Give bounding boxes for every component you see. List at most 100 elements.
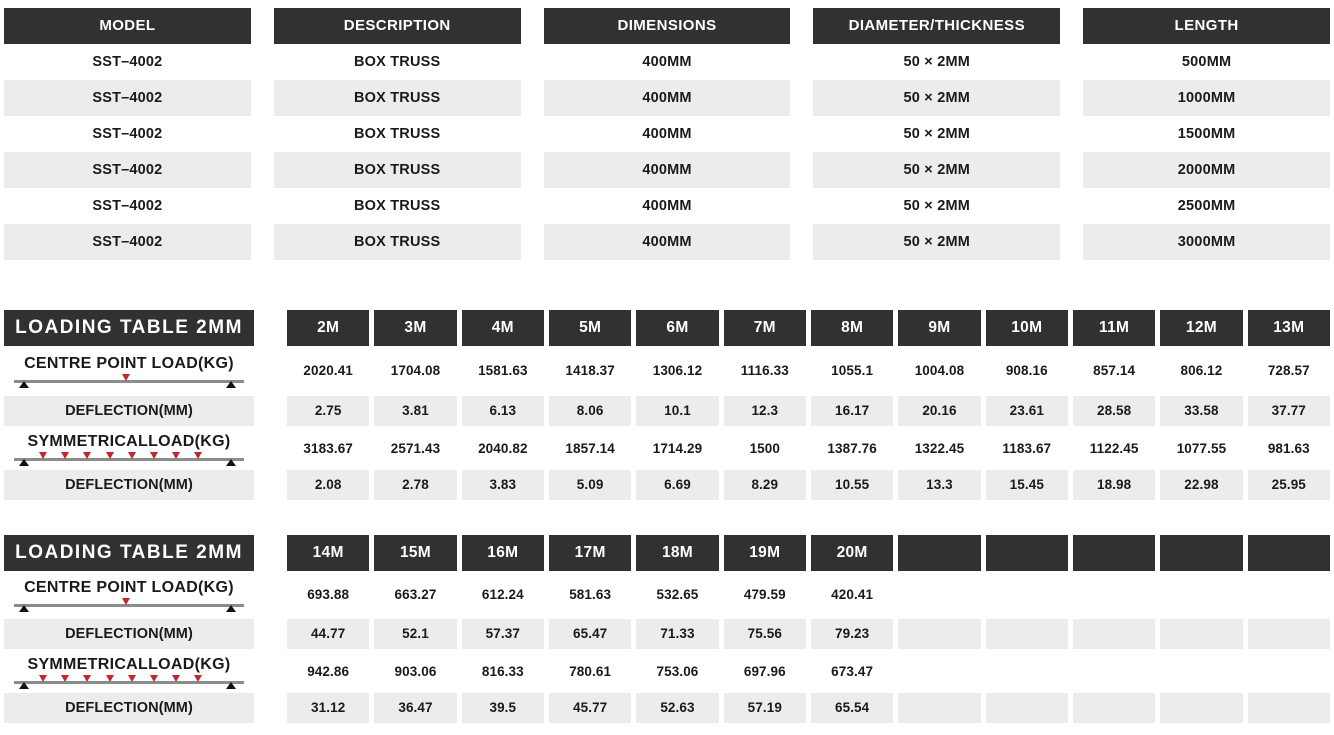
value-cell (1247, 693, 1330, 723)
value-cell: 65.47 (548, 619, 632, 649)
value-cell (1248, 571, 1330, 617)
value-cell (1247, 619, 1330, 649)
load-arrow-icon (83, 451, 92, 459)
value-cell: 22.98 (1160, 470, 1243, 500)
loading-table-2: LOADING TABLE 2MM 14M 15M 16M 17M 18M 19M 20M CE… (4, 535, 1330, 725)
load-arrow-icon (149, 674, 158, 682)
value-cell: 532.65 (656, 586, 699, 602)
spec-cell: 400MM (543, 224, 791, 260)
value-cell: 1306.12 (652, 362, 703, 378)
span-header-cell: 17M (548, 535, 632, 571)
value-cell: 780.61 (569, 663, 612, 679)
value-cell (898, 571, 980, 617)
spec-column-header: MODEL (4, 8, 251, 44)
span-header-cell: 4M (461, 310, 544, 346)
row-label: SYMMETRICALLOAD(KG) (27, 655, 231, 673)
row-values: 3183.67 2571.43 2040.82 1857.14 1714.29 1500 1… (287, 428, 1330, 468)
value-cell: 1857.14 (565, 440, 615, 456)
load-arrow-icon (83, 674, 92, 682)
centre-point-load-diagram (14, 597, 244, 612)
value-cell: 3183.67 (303, 440, 353, 456)
support-icon (18, 681, 29, 689)
value-cell: 1077.55 (1176, 440, 1227, 456)
value-cell: 1055.1 (831, 362, 874, 378)
load-arrow-icon (193, 451, 202, 459)
value-cell: 1183.67 (1002, 440, 1052, 456)
support-icon (18, 380, 29, 388)
value-cell: 79.23 (810, 619, 894, 649)
span-header-cell: 14M (287, 535, 370, 571)
load-arrow-icon (122, 597, 131, 605)
value-cell: 25.95 (1247, 470, 1330, 500)
value-cell: 981.63 (1267, 440, 1310, 456)
value-cell: 8.29 (723, 470, 806, 500)
row-label: DEFLECTION(MM) (65, 700, 193, 716)
value-cell: 52.1 (374, 619, 457, 649)
value-cell (1160, 693, 1243, 723)
spec-column-header: DIAMETER/THICKNESS (813, 8, 1061, 44)
value-cell: 1387.76 (827, 440, 877, 456)
spec-cell: 400MM (642, 198, 692, 214)
span-header-cell (1072, 535, 1156, 571)
row-label: DEFLECTION(MM) (65, 477, 193, 493)
support-icon (225, 681, 236, 689)
row-label: DEFLECTION(MM) (65, 626, 193, 642)
load-arrow-icon (39, 674, 48, 682)
value-cell: 2020.41 (303, 362, 353, 378)
value-cell: 1322.45 (914, 440, 965, 456)
load-arrow-icon (39, 451, 48, 459)
spec-cell: 400MM (543, 80, 791, 116)
spec-cell: 400MM (642, 126, 692, 142)
value-cell: 2.78 (374, 470, 457, 500)
support-icon (18, 458, 29, 466)
row-label: SYMMETRICALLOAD(KG) (27, 432, 231, 450)
value-cell: 57.37 (461, 619, 544, 649)
load-arrow-icon (193, 674, 202, 682)
value-cell: 908.16 (1005, 362, 1048, 378)
span-header-cell: 9M (898, 310, 981, 346)
load-arrow-icon (61, 674, 70, 682)
symmetrical-load-diagram (14, 451, 244, 466)
value-cell: 697.96 (743, 663, 786, 679)
span-header-cell: 12M (1160, 310, 1243, 346)
value-cell (985, 619, 1068, 649)
beam-line (14, 680, 244, 684)
row-values: 693.88 663.27 612.24 581.63 532.65 479.59 420.… (287, 571, 1330, 617)
value-cell: 728.57 (1267, 362, 1310, 378)
loading-table-row: DEFLECTION(MM) 2.75 3.81 6.13 8.06 10.1 12.3 16… (4, 396, 1330, 426)
value-cell: 816.33 (481, 663, 524, 679)
value-cell: 31.12 (287, 693, 370, 723)
span-header-cell: 10M (985, 310, 1068, 346)
span-header-cell: 6M (636, 310, 719, 346)
span-header-cells: 2M 3M 4M 5M 6M 7M 8M 9M 10M 11M 12M 13M (287, 310, 1330, 346)
loading-table-header-row: LOADING TABLE 2MM 14M 15M 16M 17M 18M 19M 20M (4, 535, 1330, 571)
value-cell: 1004.08 (914, 362, 965, 378)
support-icon (225, 380, 236, 388)
load-arrow-icon (105, 451, 114, 459)
row-values: 2020.41 1704.08 1581.63 1418.37 1306.12 1116.… (287, 346, 1330, 394)
value-cell: 18.98 (1072, 470, 1156, 500)
spec-cell: 400MM (642, 54, 692, 70)
value-cell (1160, 619, 1243, 649)
value-cell: 20.16 (898, 396, 981, 426)
value-cell: 420.41 (831, 586, 874, 602)
value-cell: 8.06 (548, 396, 632, 426)
span-header-cell (1247, 535, 1330, 571)
span-header-cell: 18M (636, 535, 719, 571)
spec-cell: SST–4002 (4, 80, 251, 116)
row-label-cell: SYMMETRICALLOAD(KG) (4, 428, 254, 468)
spec-cell: 1500MM (1177, 126, 1236, 142)
loading-table-title: LOADING TABLE 2MM (4, 535, 254, 571)
load-arrow-icon (105, 674, 114, 682)
load-arrow-icon (171, 674, 180, 682)
spec-cell: SST–4002 (92, 198, 163, 214)
span-header-cell: 7M (723, 310, 806, 346)
row-values: 2.08 2.78 3.83 5.09 6.69 8.29 10.55 13.3 15.45 18… (287, 470, 1330, 500)
value-cell (986, 651, 1068, 691)
product-spec-table: MODEL DESCRIPTION DIMENSIONS DIAMETER/THICK… (4, 8, 1330, 260)
value-cell: 33.58 (1160, 396, 1243, 426)
value-cell: 1116.33 (740, 362, 789, 378)
value-cell (1072, 693, 1156, 723)
span-header-cell (898, 535, 981, 571)
span-header-cells: 14M 15M 16M 17M 18M 19M 20M (287, 535, 1330, 571)
